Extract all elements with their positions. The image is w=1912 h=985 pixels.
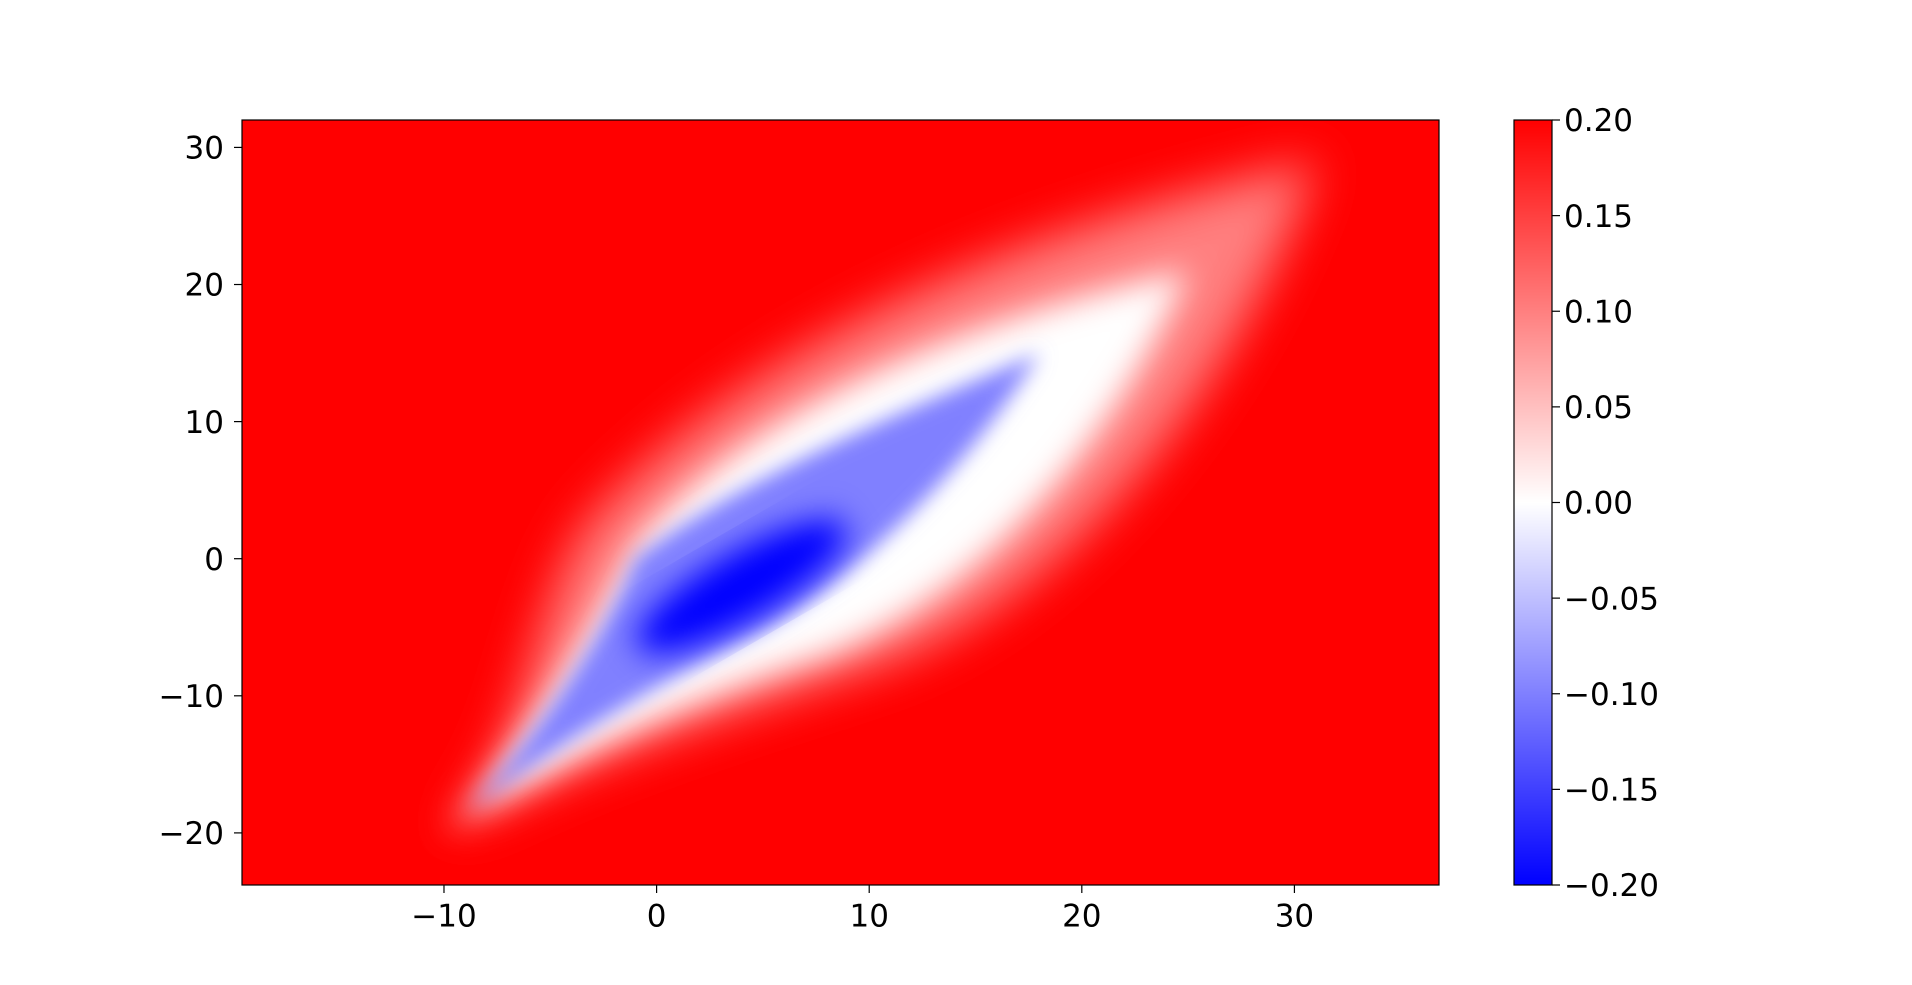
colorbar: [1513, 119, 1553, 886]
y-axis-ticks: −20 −10 0 10 20 30: [159, 131, 242, 852]
colorbar-tick-label: −0.20: [1564, 868, 1659, 904]
x-tick-label: 0: [647, 898, 667, 934]
x-tick-label: 30: [1275, 898, 1314, 934]
colorbar-tick-label: −0.10: [1564, 677, 1659, 713]
x-axis-ticks: −10 0 10 20 30: [411, 885, 1314, 934]
colorbar-tick-label: 0.05: [1564, 390, 1633, 426]
colorbar-tick-label: 0.00: [1564, 486, 1633, 522]
colorbar-tick-label: 0.15: [1564, 199, 1633, 235]
y-tick-label: −10: [159, 679, 224, 715]
x-tick-label: −10: [411, 898, 476, 934]
colorbar-tick-label: 0.20: [1564, 103, 1633, 139]
heatmap-field: [242, 120, 1439, 885]
colorbar-tick-label: 0.10: [1564, 294, 1633, 330]
x-tick-label: 20: [1062, 898, 1101, 934]
y-tick-label: 10: [185, 405, 224, 441]
colorbar-ticks: 0.20 0.15 0.10 0.05 0.00 −0.05 −0.10 −0.15 −0.20: [1552, 103, 1659, 904]
y-tick-label: −20: [159, 816, 224, 852]
y-tick-label: 20: [185, 268, 224, 304]
colorbar-tick-label: −0.05: [1564, 581, 1659, 617]
y-tick-label: 0: [204, 542, 224, 578]
x-tick-label: 10: [849, 898, 888, 934]
y-tick-label: 30: [185, 131, 224, 167]
colorbar-tick-label: −0.15: [1564, 773, 1659, 809]
axes-frame: [241, 119, 1440, 886]
negative-core: [636, 519, 847, 653]
